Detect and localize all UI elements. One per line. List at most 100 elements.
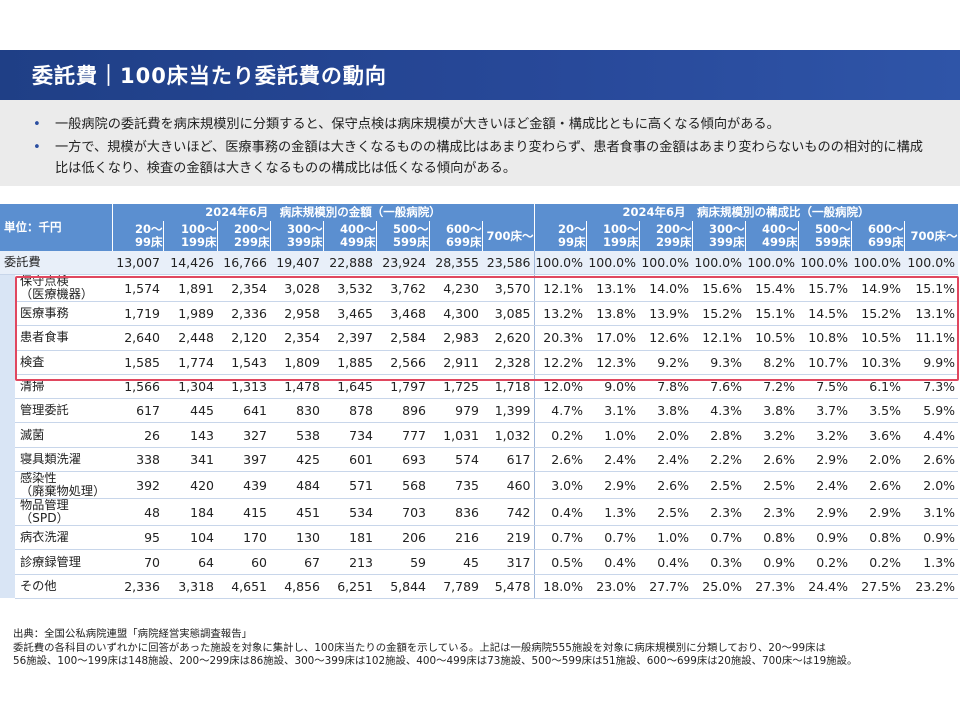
ratio-cell: 15.2% [692,301,746,327]
ratio-cell: 15.6% [692,274,746,302]
amount-cell: 1,809 [270,350,323,375]
column-header-line: 500～ [392,222,429,236]
amount-cell: 2,448 [163,325,217,351]
ratio-cell: 0.2% [533,422,587,448]
row-label: 寝具類洗濯 [15,447,112,473]
row-label: 医療事務 [15,301,112,327]
ratio-cell: 2.4% [798,471,852,500]
ratio-cell: 25.0% [692,574,746,599]
amount-cell: 181 [323,525,376,551]
amount-column-header: 20～ 99床 [112,221,164,251]
amount-cell: 2,640 [112,325,163,351]
ratio-cell: 2.6% [904,447,959,473]
ratio-cell: 15.7% [798,274,852,302]
table-row: 滅菌 26 143 327 538 734 777 1,031 1,032 0.2% 1.0% 2.0… [0,422,959,448]
table-row: 医療事務 1,719 1,989 2,336 2,958 3,465 3,468 4,300 3… [0,301,959,327]
amount-cell: 317 [482,549,535,575]
ratio-cell: 10.8% [798,325,852,351]
row-label: 委託費 [0,251,112,275]
amount-cell: 4,230 [429,274,482,302]
column-header-line: 20～ [134,222,163,236]
amount-cell: 5,478 [482,574,535,599]
amount-cell: 3,465 [323,301,376,327]
ratio-cell: 15.4% [745,274,799,302]
ratio-cell: 0.4% [586,549,640,575]
row-label: 滅菌 [15,422,112,448]
ratio-cell: 2.9% [798,498,852,527]
amount-cell: 1,031 [429,422,482,448]
table-row: 物品管理 （SPD） 48 184 415 451 534 703 836 742 0.4% 1.3%… [0,498,959,527]
column-header-line: 500～ [815,222,851,236]
row-indent [0,471,15,499]
row-label-line: 診療録管理 [20,554,81,569]
ratio-cell: 12.2% [533,350,587,375]
ratio-cell: 3.1% [904,498,959,527]
ratio-column-header: 300～ 399床 [692,221,746,251]
amount-cell: 338 [112,447,163,473]
row-label: 病衣洗濯 [15,525,112,551]
ratio-cell: 27.5% [851,574,905,599]
ratio-cell: 100.0% [586,251,640,275]
amount-cell: 703 [376,498,429,527]
column-header-line: 20～ [558,222,586,236]
row-label-sub: （廃棄物処理） [20,484,106,499]
ratio-cell: 10.7% [798,350,852,375]
amount-cell: 397 [217,447,270,473]
ratio-cell: 0.9% [745,549,799,575]
table-row: 診療録管理 70 64 60 67 213 59 45 317 0.5% 0.4% 0.4% 0.3% 0… [0,549,959,575]
amount-cell: 830 [270,398,323,424]
amount-cell: 5,844 [376,574,429,599]
column-header-line: 100～ [180,222,217,236]
amount-column-header: 100～ 199床 [163,221,218,251]
amount-cell: 3,468 [376,301,429,327]
row-indent [0,525,15,550]
ratio-cell: 4.4% [904,422,959,448]
amount-cell: 1,797 [376,374,429,400]
amount-cell: 1,543 [217,350,270,375]
amount-cell: 67 [270,549,323,575]
ratio-column-header: 700床～ [904,221,959,251]
ratio-cell: 2.6% [639,471,693,500]
amount-cell: 104 [163,525,217,551]
ratio-cell: 2.5% [639,498,693,527]
column-header-line: 300～ [286,222,323,236]
ratio-cell: 11.1% [904,325,959,351]
column-header-line: 699床 [868,235,904,249]
amount-cell: 2,584 [376,325,429,351]
amount-cell: 777 [376,422,429,448]
amount-cell: 327 [217,422,270,448]
ratio-cell: 2.0% [639,422,693,448]
amount-cell: 23,924 [376,251,429,275]
bullet-item: • 一般病院の委託費を病床規模別に分類すると、保守点検は病床規模が大きいほど金額… [33,114,780,135]
amount-cell: 896 [376,398,429,424]
amount-cell: 28,355 [429,251,482,275]
amount-cell: 95 [112,525,163,551]
column-header-line: 499床 [762,235,798,249]
table-row-total: 委託費 13,007 14,426 16,766 19,407 22,888 23,924 2… [0,251,959,275]
ratio-cell: 27.3% [745,574,799,599]
ratio-cell: 0.8% [851,525,905,551]
amount-cell: 617 [112,398,163,424]
row-label: 患者食事 [15,325,112,351]
ratio-cell: 100.0% [798,251,852,275]
ratio-cell: 2.6% [533,447,587,473]
amount-cell: 415 [217,498,270,527]
amount-cell: 693 [376,447,429,473]
amount-cell: 1,718 [482,374,535,400]
ratio-cell: 6.1% [851,374,905,400]
row-indent [0,574,15,599]
column-header-line: 200～ [656,222,692,236]
amount-cell: 420 [163,471,217,500]
page-title: 委託費｜100床当たり委託費の動向 [32,64,387,88]
row-label: 保守点検 （医療機器） [15,274,112,302]
column-header-line: 200～ [233,222,270,236]
ratio-cell: 0.3% [692,549,746,575]
title-bar: 委託費｜100床当たり委託費の動向 [0,50,960,100]
column-header-line: 700床～ [910,228,958,243]
ratio-column-header: 20～ 99床 [534,221,587,251]
ratio-cell: 12.0% [533,374,587,400]
bullet-text: 一方で、規模が大きいほど、医療事務の金額は大きくなるものの構成比はあまり変わらず… [55,140,923,176]
amount-cell: 3,762 [376,274,429,302]
row-label: 感染性 （廃棄物処理） [15,471,112,500]
ratio-cell: 3.1% [586,398,640,424]
